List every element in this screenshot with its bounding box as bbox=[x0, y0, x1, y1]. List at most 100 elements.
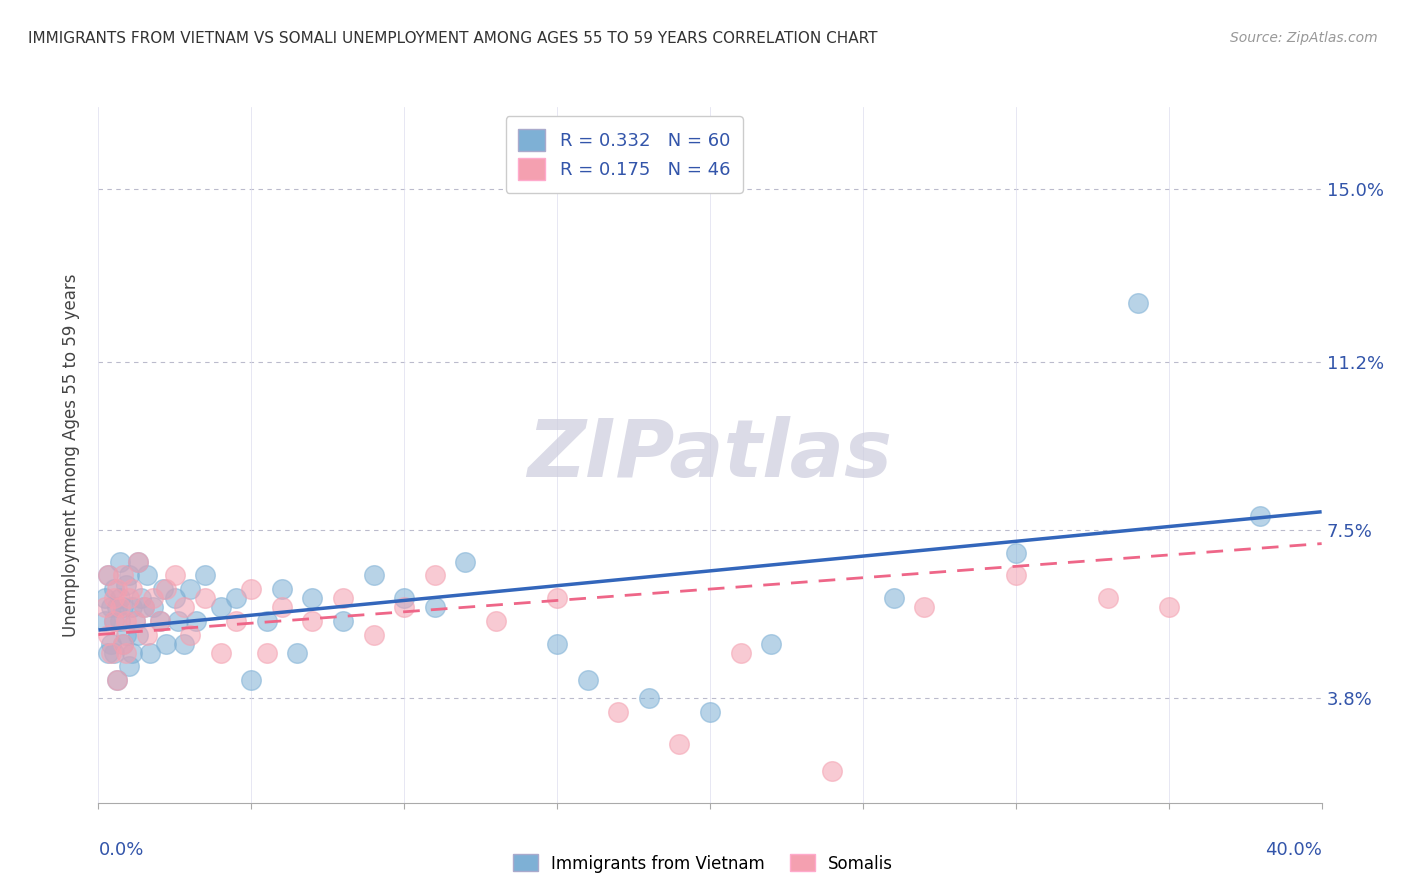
Point bbox=[883, 591, 905, 606]
Point bbox=[121, 646, 143, 660]
Y-axis label: Unemployment Among Ages 55 to 59 years: Unemployment Among Ages 55 to 59 years bbox=[62, 273, 80, 637]
Point bbox=[111, 568, 134, 582]
Point bbox=[173, 637, 195, 651]
Point bbox=[209, 600, 232, 615]
Point bbox=[108, 555, 131, 569]
Point bbox=[423, 568, 446, 582]
Point bbox=[363, 568, 385, 582]
Point bbox=[97, 646, 120, 660]
Point bbox=[103, 591, 125, 606]
Point bbox=[105, 673, 128, 687]
Point bbox=[103, 646, 125, 660]
Point bbox=[111, 600, 134, 615]
Point bbox=[142, 591, 165, 606]
Point bbox=[136, 627, 159, 641]
Point bbox=[270, 600, 292, 615]
Point bbox=[1097, 591, 1119, 606]
Text: IMMIGRANTS FROM VIETNAM VS SOMALI UNEMPLOYMENT AMONG AGES 55 TO 59 YEARS CORRELA: IMMIGRANTS FROM VIETNAM VS SOMALI UNEMPL… bbox=[28, 31, 877, 46]
Point bbox=[152, 582, 174, 596]
Point bbox=[730, 646, 752, 660]
Point bbox=[256, 614, 278, 628]
Point bbox=[115, 577, 138, 591]
Point bbox=[285, 646, 308, 660]
Point bbox=[108, 591, 131, 606]
Point bbox=[270, 582, 292, 596]
Point bbox=[821, 764, 844, 778]
Point bbox=[332, 614, 354, 628]
Point bbox=[194, 591, 217, 606]
Point bbox=[759, 637, 782, 651]
Point bbox=[121, 582, 143, 596]
Point bbox=[93, 614, 115, 628]
Point bbox=[167, 614, 190, 628]
Point bbox=[118, 659, 141, 673]
Point bbox=[1157, 600, 1180, 615]
Point bbox=[392, 591, 416, 606]
Point bbox=[1128, 295, 1150, 310]
Point bbox=[209, 646, 232, 660]
Point bbox=[149, 614, 172, 628]
Point bbox=[256, 646, 278, 660]
Point bbox=[118, 591, 141, 606]
Point bbox=[225, 614, 247, 628]
Legend: R = 0.332   N = 60, R = 0.175   N = 46: R = 0.332 N = 60, R = 0.175 N = 46 bbox=[506, 116, 742, 193]
Point bbox=[134, 600, 156, 615]
Point bbox=[240, 673, 263, 687]
Point bbox=[155, 637, 177, 651]
Point bbox=[668, 737, 690, 751]
Text: 40.0%: 40.0% bbox=[1265, 841, 1322, 859]
Point bbox=[100, 637, 122, 651]
Point bbox=[111, 637, 134, 651]
Point bbox=[576, 673, 599, 687]
Point bbox=[363, 627, 385, 641]
Point bbox=[392, 600, 416, 615]
Point bbox=[100, 646, 122, 660]
Point bbox=[121, 600, 143, 615]
Legend: Immigrants from Vietnam, Somalis: Immigrants from Vietnam, Somalis bbox=[506, 847, 900, 880]
Point bbox=[454, 555, 477, 569]
Point bbox=[546, 591, 568, 606]
Text: 0.0%: 0.0% bbox=[98, 841, 143, 859]
Point bbox=[179, 582, 201, 596]
Point bbox=[139, 646, 162, 660]
Point bbox=[97, 568, 120, 582]
Point bbox=[115, 646, 138, 660]
Point bbox=[637, 691, 661, 706]
Point bbox=[100, 600, 122, 615]
Point bbox=[1004, 546, 1026, 560]
Point bbox=[163, 591, 186, 606]
Point bbox=[93, 600, 115, 615]
Point bbox=[155, 582, 177, 596]
Point bbox=[149, 614, 172, 628]
Point bbox=[97, 568, 120, 582]
Point bbox=[485, 614, 508, 628]
Point bbox=[186, 614, 208, 628]
Point bbox=[179, 627, 201, 641]
Point bbox=[105, 600, 128, 615]
Point bbox=[142, 600, 165, 615]
Point bbox=[134, 600, 156, 615]
Point bbox=[124, 614, 146, 628]
Point bbox=[103, 614, 125, 628]
Point bbox=[93, 591, 115, 606]
Point bbox=[912, 600, 935, 615]
Text: Source: ZipAtlas.com: Source: ZipAtlas.com bbox=[1230, 31, 1378, 45]
Point bbox=[97, 627, 120, 641]
Point bbox=[124, 614, 146, 628]
Point bbox=[225, 591, 247, 606]
Point bbox=[108, 614, 131, 628]
Point bbox=[108, 600, 131, 615]
Point bbox=[111, 637, 134, 651]
Point bbox=[607, 705, 630, 719]
Point bbox=[1249, 509, 1271, 524]
Point bbox=[118, 568, 141, 582]
Point bbox=[332, 591, 354, 606]
Point bbox=[127, 627, 149, 641]
Point bbox=[301, 591, 323, 606]
Point bbox=[194, 568, 217, 582]
Point bbox=[115, 614, 138, 628]
Text: ZIPatlas: ZIPatlas bbox=[527, 416, 893, 494]
Point bbox=[240, 582, 263, 596]
Point bbox=[173, 600, 195, 615]
Point bbox=[115, 627, 138, 641]
